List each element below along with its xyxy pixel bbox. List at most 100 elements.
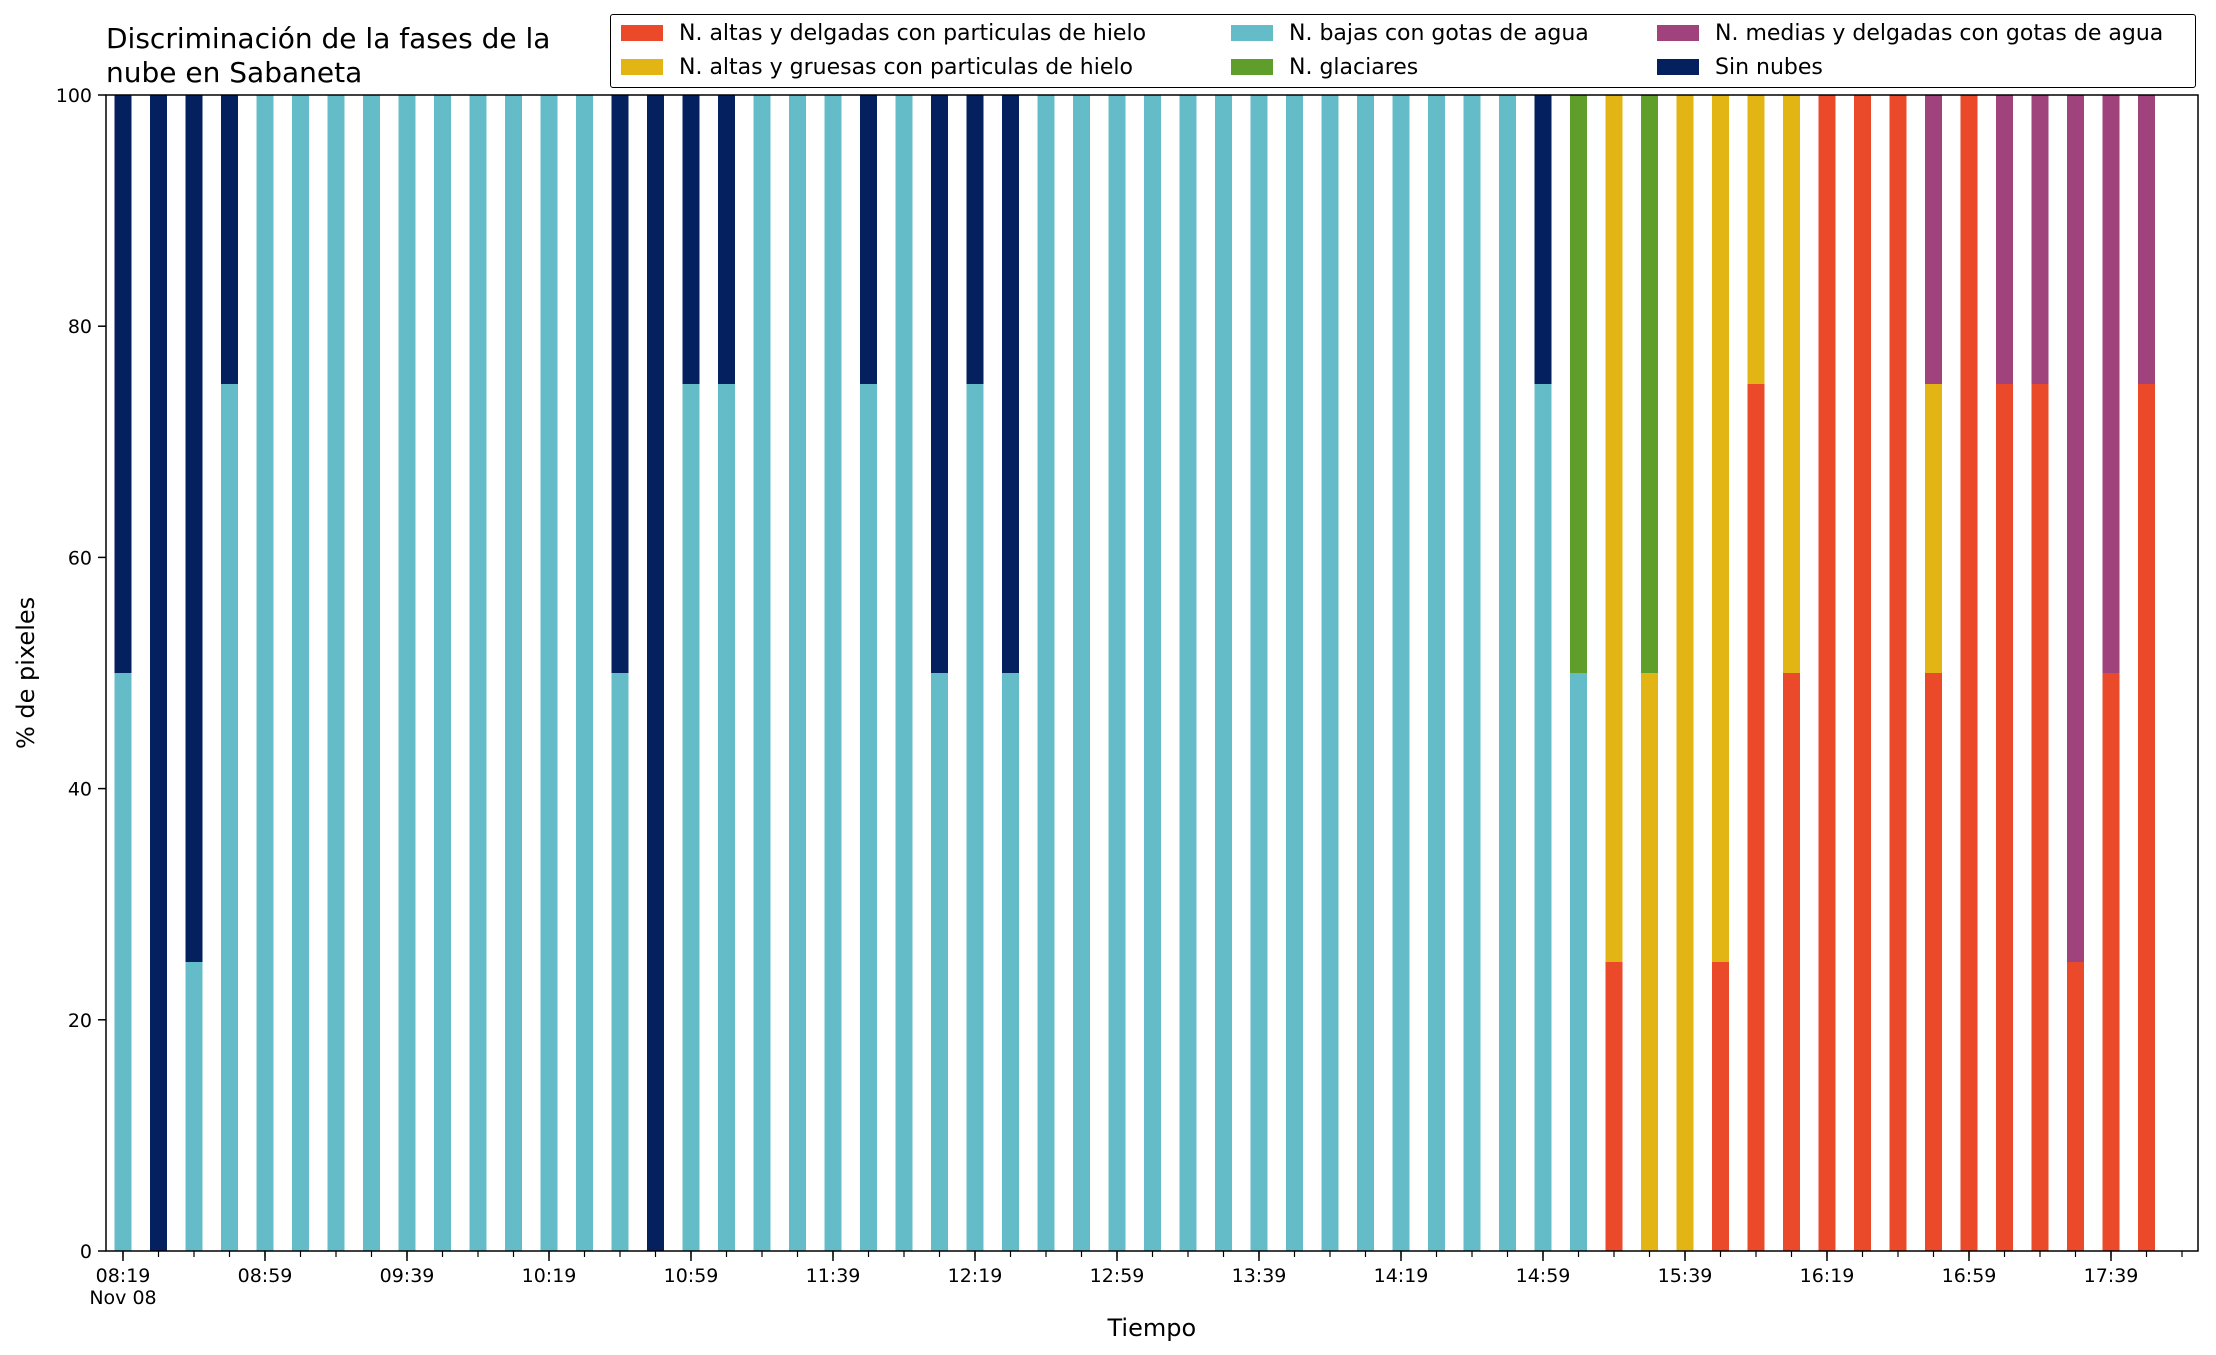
bar-segment-2-10 (469, 95, 487, 1251)
bar-segment-0-57 (2138, 384, 2155, 1251)
x-tick-label: 17:39 (2084, 1265, 2139, 1287)
bar-segment-5-3 (221, 95, 238, 384)
bar-segment-2-21 (860, 384, 877, 1251)
legend-label: N. glaciares (1289, 54, 1419, 80)
legend-label: N. altas y gruesas con particulas de hie… (679, 54, 1133, 80)
bar-segment-2-14 (611, 673, 629, 1251)
x-tick-label-line: 16:19 (1800, 1265, 1855, 1287)
x-tick-label: 16:59 (1942, 1265, 1997, 1287)
legend-swatch (1231, 25, 1273, 41)
y-tick-label: 0 (80, 1241, 92, 1263)
bar-segment-0-49 (1854, 95, 1871, 1251)
x-tick-label-line: Nov 08 (89, 1287, 156, 1309)
x-tick-label: 09:39 (380, 1265, 435, 1287)
bar-segment-0-54 (2031, 384, 2049, 1251)
bar-segment-0-56 (2102, 673, 2120, 1251)
x-tick-label-line: 08:59 (238, 1265, 293, 1287)
chart-legend: N. altas y delgadas con particulas de hi… (610, 14, 2196, 88)
bar-segment-5-25 (1002, 95, 1019, 673)
bar-segment-5-2 (185, 95, 203, 962)
bar-segment-2-35 (1357, 95, 1374, 1251)
bar-segment-2-34 (1321, 95, 1339, 1251)
bar-segment-4-53 (1996, 95, 2013, 384)
x-tick-label: 16:19 (1800, 1265, 1855, 1287)
bar-segment-2-13 (576, 95, 593, 1251)
chart-title: Discriminación de la fases de la nube en… (106, 22, 551, 89)
x-tick-label-line: 14:19 (1374, 1265, 1429, 1287)
bar-segment-2-23 (931, 673, 948, 1251)
bar-segment-2-18 (753, 95, 771, 1251)
bar-segment-0-45 (1712, 962, 1729, 1251)
x-tick-label: 10:19 (522, 1265, 577, 1287)
bar-segment-2-41 (1570, 673, 1587, 1251)
bar-segment-2-32 (1250, 95, 1268, 1251)
x-tick-label-line: 12:59 (1090, 1265, 1145, 1287)
legend-label: N. medias y delgadas con gotas de agua (1715, 20, 2164, 46)
bar-segment-2-25 (1002, 673, 1019, 1251)
bar-segment-1-44 (1676, 95, 1694, 1251)
bar-segment-4-57 (2138, 95, 2155, 384)
bar-segment-2-20 (824, 95, 842, 1251)
legend-swatch (1657, 25, 1699, 41)
bar-segment-2-2 (185, 962, 203, 1251)
bar-segment-2-31 (1215, 95, 1232, 1251)
y-axis-label: % de pixeles (12, 596, 40, 749)
bar-segment-1-46 (1747, 95, 1765, 384)
legend-label: N. altas y delgadas con particulas de hi… (679, 20, 1147, 46)
bar-segment-2-40 (1534, 384, 1552, 1251)
legend-item: N. altas y delgadas con particulas de hi… (621, 19, 1146, 47)
bar-segment-1-51 (1925, 384, 1942, 673)
x-tick-label-line: 11:39 (806, 1265, 861, 1287)
bar-segment-1-45 (1712, 95, 1729, 962)
bar-segment-2-30 (1179, 95, 1197, 1251)
x-tick-label-line: 10:19 (522, 1265, 577, 1287)
x-tick-label: 15:39 (1658, 1265, 1713, 1287)
bar-segment-2-27 (1073, 95, 1090, 1251)
x-tick-label: 12:19 (948, 1265, 1003, 1287)
bar-segment-5-17 (718, 95, 735, 384)
x-tick-label-line: 12:19 (948, 1265, 1003, 1287)
x-axis-label: Tiempo (1107, 1314, 1197, 1342)
legend-label: N. bajas con gotas de agua (1289, 20, 1589, 46)
legend-item: N. altas y gruesas con particulas de hie… (621, 53, 1133, 81)
bar-segment-2-4 (256, 95, 274, 1251)
bar-segment-2-12 (540, 95, 558, 1251)
bar-segment-1-42 (1605, 95, 1623, 962)
bar-segment-4-51 (1925, 95, 1942, 384)
bar-segment-2-16 (682, 384, 700, 1251)
x-tick-label-line: 09:39 (380, 1265, 435, 1287)
x-tick-label-line: 16:59 (1942, 1265, 1997, 1287)
y-tick-label: 40 (68, 779, 92, 801)
bar-segment-2-11 (505, 95, 522, 1251)
x-tick-label: 10:59 (664, 1265, 719, 1287)
x-tick-label-line: 17:39 (2084, 1265, 2139, 1287)
bar-segment-2-33 (1286, 95, 1303, 1251)
bar-segment-5-16 (682, 95, 700, 384)
bar-segment-2-38 (1463, 95, 1481, 1251)
x-tick-label: 14:59 (1516, 1265, 1571, 1287)
bar-segment-2-8 (398, 95, 416, 1251)
bar-segment-2-19 (789, 95, 806, 1251)
bar-segment-2-22 (895, 95, 913, 1251)
bar-segment-2-29 (1144, 95, 1161, 1251)
x-tick-label: 08:19 Nov 08 (89, 1265, 156, 1309)
bar-segment-2-3 (221, 384, 238, 1251)
legend-label: Sin nubes (1715, 54, 1823, 80)
bar-segment-5-0 (114, 95, 132, 673)
x-tick-label: 13:39 (1232, 1265, 1287, 1287)
bar-segment-2-26 (1037, 95, 1055, 1251)
bar-segment-0-42 (1605, 962, 1623, 1251)
legend-item: Sin nubes (1657, 53, 1823, 81)
x-tick-label-line: 13:39 (1232, 1265, 1287, 1287)
bar-segment-2-9 (434, 95, 451, 1251)
bar-segment-5-15 (647, 95, 664, 1251)
bar-segment-0-48 (1818, 95, 1836, 1251)
legend-item: N. bajas con gotas de agua (1231, 19, 1589, 47)
legend-swatch (1231, 59, 1273, 75)
bar-segment-5-23 (931, 95, 948, 673)
bar-segment-2-37 (1428, 95, 1445, 1251)
bar-segment-2-7 (363, 95, 380, 1251)
bar-segment-0-55 (2067, 962, 2084, 1251)
bar-segment-3-43 (1641, 95, 1658, 673)
